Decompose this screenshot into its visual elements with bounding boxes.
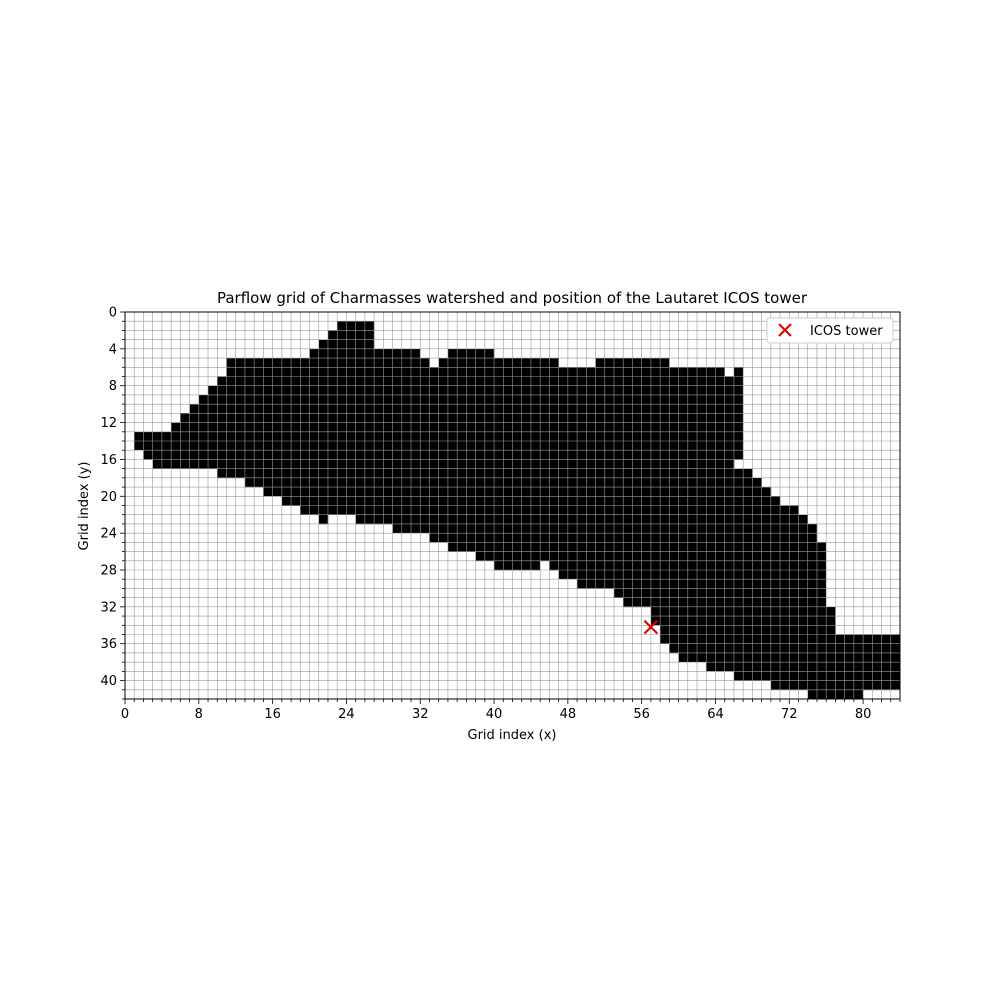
mask-cell-run [143, 450, 744, 460]
mask-cell-run [577, 579, 642, 589]
x-tick-label: 48 [560, 707, 577, 722]
mask-cell-run [706, 662, 901, 672]
mask-cell-run [438, 358, 504, 368]
x-axis: 0 8 16 24 32 40 48 56 64 72 80 [121, 699, 901, 722]
icos-tower-marker [643, 619, 659, 635]
x-tick-label: 0 [121, 707, 129, 722]
mask-cell-run [263, 487, 772, 497]
x-tick-label: 72 [781, 707, 798, 722]
mask-cell-run [558, 570, 642, 580]
x-tick-label: 56 [633, 707, 650, 722]
y-tick-label: 40 [100, 674, 117, 689]
y-tick-label: 8 [109, 379, 117, 394]
mask-cell-run [447, 542, 827, 552]
mask-cell-run [660, 625, 836, 635]
mask-cell-run [318, 514, 329, 525]
mask-cell-run [355, 514, 809, 525]
mask-cell-run [327, 330, 375, 340]
mask-cell-run [152, 459, 735, 469]
mask-cell-run [180, 413, 744, 423]
legend-box [766, 317, 894, 344]
x-tick-label: 40 [486, 707, 503, 722]
legend-label: ICOS tower [810, 324, 883, 339]
x-tick-label: 8 [195, 707, 203, 722]
x-tick-label: 80 [855, 707, 872, 722]
x-tick-label: 16 [264, 707, 281, 722]
mask-cell-run [613, 588, 827, 598]
mask-cell-run [217, 376, 744, 387]
x-tick-label: 64 [707, 707, 724, 722]
y-tick-label: 0 [109, 306, 117, 321]
mask-cell-run [447, 348, 495, 359]
y-tick-label: 12 [100, 416, 117, 431]
marker-layer [643, 619, 659, 635]
x-tick-label: 32 [412, 707, 429, 722]
x-tick-label: 24 [338, 707, 355, 722]
legend-marker-icon [778, 323, 792, 337]
mask-cell-run [669, 643, 901, 654]
legend: ICOS tower [766, 317, 894, 344]
y-tick-label: 32 [100, 600, 117, 615]
y-tick-label: 36 [100, 637, 117, 652]
grid-lines [125, 312, 900, 699]
mask-cell-run [494, 560, 541, 571]
chart-title: Parflow grid of Charmasses watershed and… [217, 289, 808, 307]
y-tick-label: 16 [100, 453, 117, 468]
y-axis-title: Grid index (y) [77, 462, 92, 551]
y-tick-label: 4 [109, 342, 117, 357]
mask-cell-run [198, 394, 744, 405]
y-axis: 0 4 8 12 16 20 24 28 32 36 40 [100, 306, 125, 700]
x-axis-title: Grid index (x) [468, 728, 557, 743]
y-tick-label: 24 [100, 527, 117, 542]
watershed-mask [134, 321, 901, 700]
y-tick-label: 28 [100, 564, 117, 579]
y-tick-label: 20 [100, 490, 117, 505]
mask-cell-run [733, 367, 744, 377]
